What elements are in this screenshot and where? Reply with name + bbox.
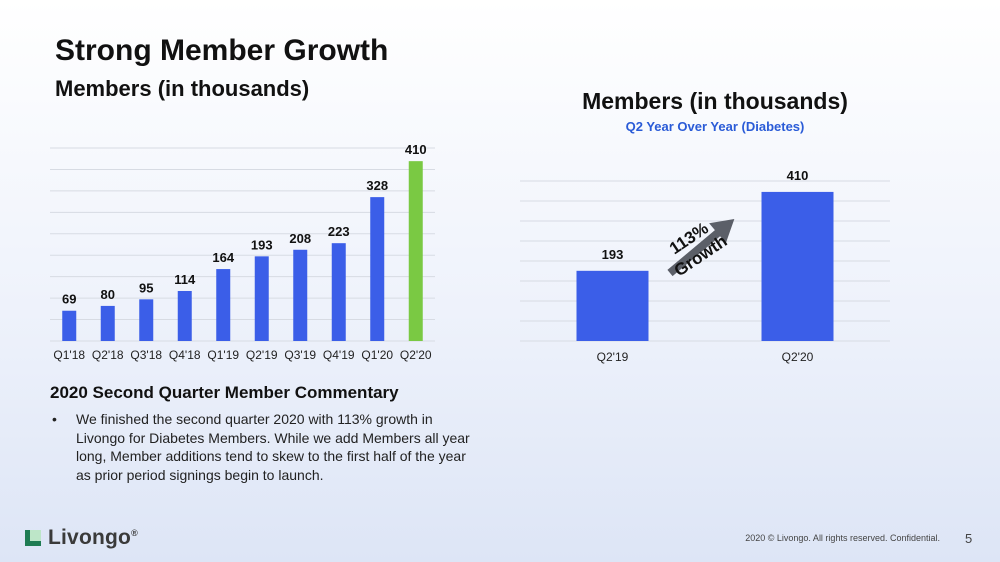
x-tick-label: Q2'20	[400, 348, 432, 362]
bar-Q3'18	[139, 299, 154, 341]
bar-Q2'18	[100, 305, 115, 341]
commentary-heading: 2020 Second Quarter Member Commentary	[50, 383, 399, 402]
data-label: 193	[602, 247, 624, 262]
data-label: 208	[289, 231, 311, 246]
right-chart-subtitle: Q2 Year Over Year (Diabetes)	[625, 119, 805, 134]
x-tick-label: Q2'18	[92, 348, 124, 362]
data-label: 164	[212, 250, 234, 265]
bar-Q2'19	[576, 270, 649, 341]
quarterly-members-bar-chart: 69 80 95 114 164 193 208 223 328 410 Q1'18 Q2'18 Q3…	[50, 142, 435, 362]
page-subtitle: Members (in thousands)	[55, 76, 310, 101]
data-label: 410	[405, 142, 427, 157]
left-chart-bars	[62, 161, 423, 341]
x-tick-label: Q2'20	[782, 350, 814, 364]
bar-Q1'19	[216, 269, 231, 341]
livongo-logo-text: Livongo®	[48, 526, 138, 549]
right-chart-bars	[576, 191, 834, 341]
data-label: 69	[62, 292, 76, 307]
left-chart-data-labels: 69 80 95 114 164 193 208 223 328 410	[62, 142, 427, 307]
x-tick-label: Q2'19	[246, 348, 278, 362]
bar-Q2'20	[761, 191, 834, 341]
registered-mark: ®	[131, 528, 138, 538]
bar-Q2'20	[408, 161, 423, 341]
growth-arrow	[667, 219, 735, 277]
data-label: 193	[251, 237, 273, 252]
x-tick-label: Q2'19	[597, 350, 629, 364]
bar-Q4'18	[177, 290, 192, 341]
right-chart-title: Members (in thousands)	[582, 88, 848, 114]
bar-Q1'20	[370, 197, 385, 341]
data-label: 410	[787, 168, 809, 183]
x-tick-label: Q1'19	[207, 348, 239, 362]
bar-Q3'19	[293, 249, 308, 341]
right-chart-data-labels: 193 410	[602, 168, 809, 262]
commentary-list: We finished the second quarter 2020 with…	[50, 410, 470, 484]
x-tick-label: Q4'18	[169, 348, 201, 362]
livongo-logo-icon	[25, 530, 41, 546]
x-tick-label: Q4'19	[323, 348, 355, 362]
commentary-bullet: We finished the second quarter 2020 with…	[50, 410, 470, 484]
bar-Q4'19	[331, 243, 346, 341]
page-number: 5	[965, 531, 973, 546]
right-chart-x-tick-labels: Q2'19 Q2'20	[597, 350, 814, 364]
left-chart-x-tick-labels: Q1'18 Q2'18 Q3'18 Q4'18 Q1'19 Q2'19 Q3'19 Q4'19…	[53, 348, 431, 362]
page-title: Strong Member Growth	[55, 34, 389, 67]
x-tick-label: Q3'18	[130, 348, 162, 362]
x-tick-label: Q3'19	[284, 348, 316, 362]
growth-annotation	[667, 219, 735, 277]
livongo-logo: Livongo®	[25, 526, 138, 550]
x-tick-label: Q1'18	[53, 348, 85, 362]
x-tick-label: Q1'20	[361, 348, 393, 362]
data-label: 328	[366, 178, 388, 193]
bar-Q1'18	[62, 310, 77, 341]
data-label: 114	[174, 272, 196, 287]
data-label: 223	[328, 224, 350, 239]
data-label: 95	[139, 280, 153, 295]
footer-copyright: 2020 © Livongo. All rights reserved. Con…	[745, 533, 940, 543]
bar-Q2'19	[254, 256, 269, 341]
data-label: 80	[101, 287, 115, 302]
